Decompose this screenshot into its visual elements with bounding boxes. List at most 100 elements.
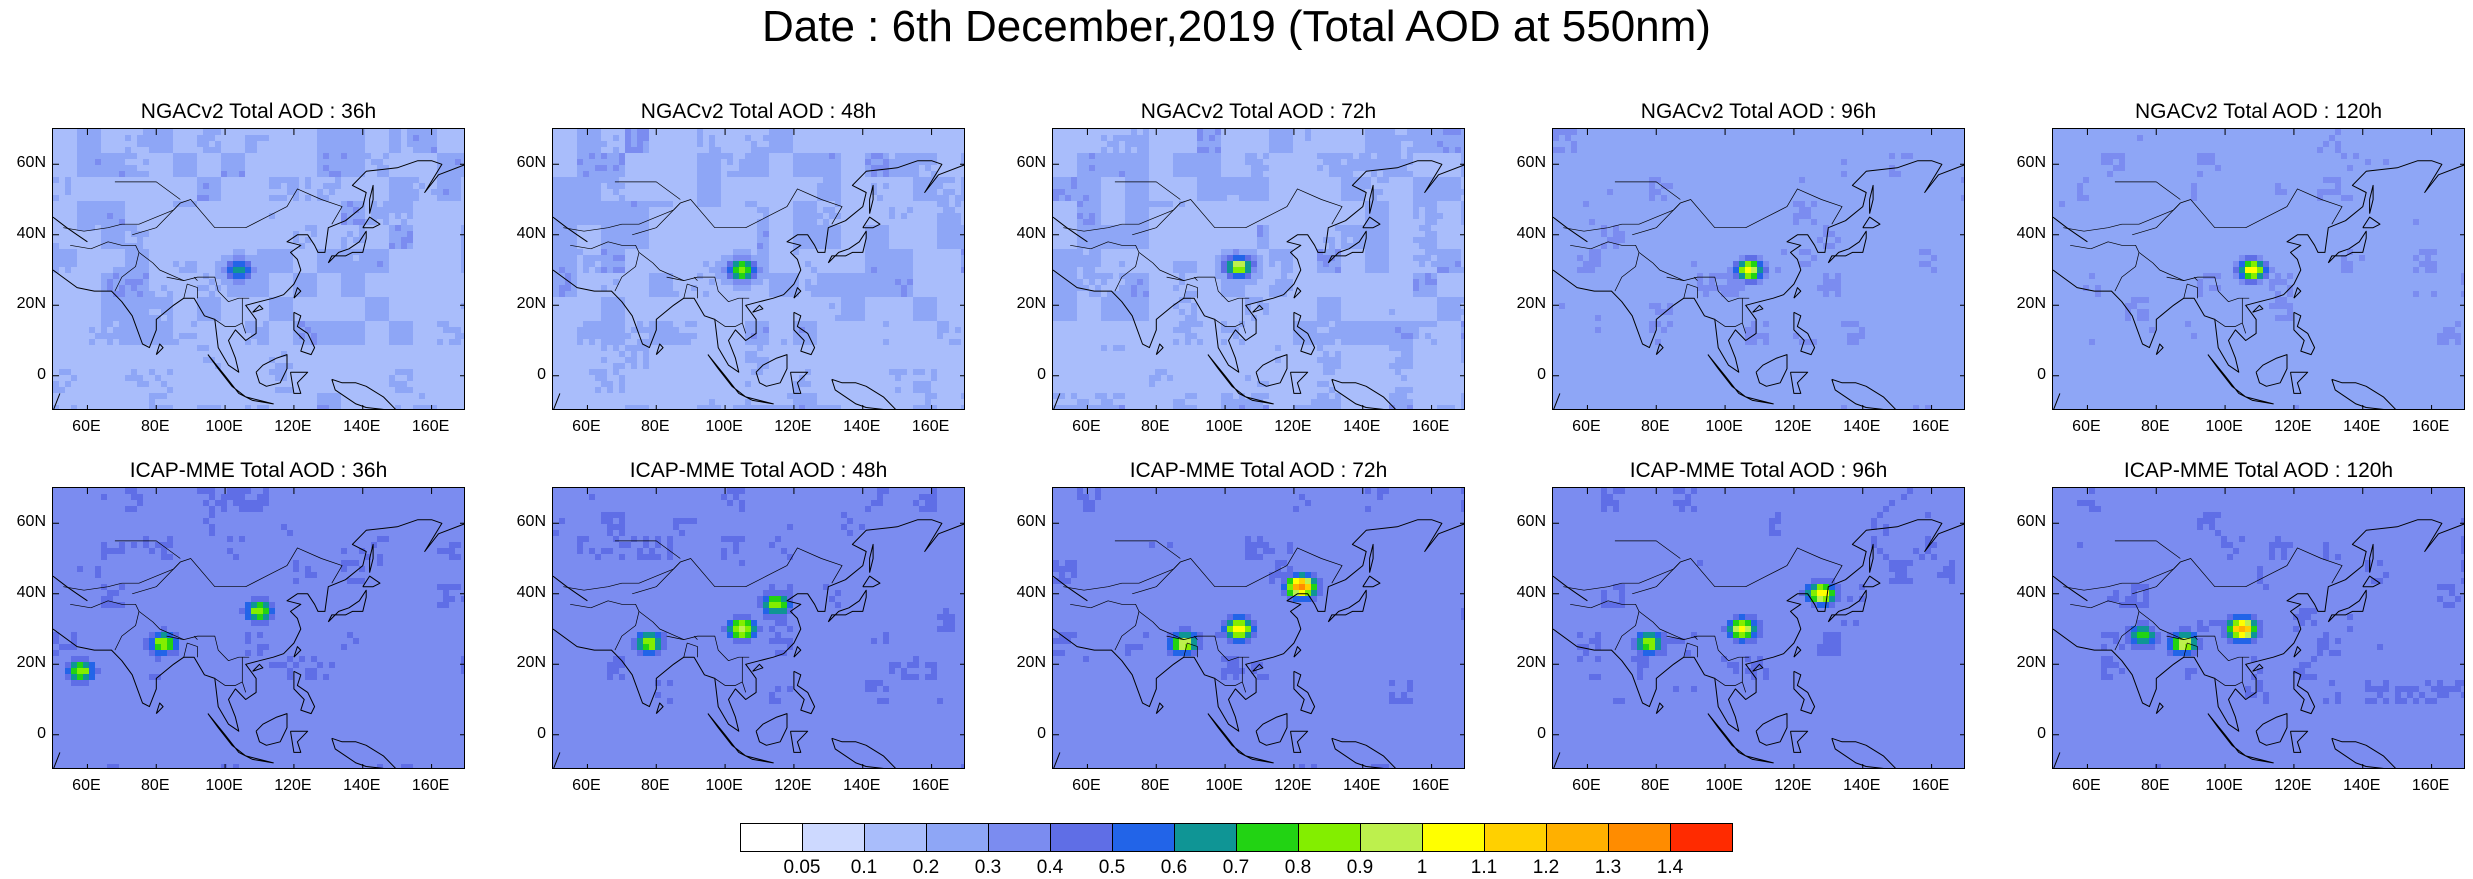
aod-cell: [251, 249, 257, 255]
aod-cell: [455, 261, 461, 267]
aod-cell: [437, 357, 443, 363]
aod-cell: [365, 159, 371, 165]
aod-cell: [455, 297, 461, 303]
aod-cell: [65, 141, 71, 147]
aod-cell: [197, 129, 203, 135]
aod-cell: [269, 195, 275, 201]
aod-cell: [455, 255, 461, 261]
aod-cell: [365, 249, 371, 255]
aod-cell: [841, 159, 847, 165]
aod-cell: [53, 183, 59, 189]
aod-cell: [119, 255, 125, 261]
aod-cell: [227, 195, 233, 201]
aod-cell: [371, 309, 377, 315]
aod-cell: [655, 183, 661, 189]
aod-cell: [949, 267, 955, 273]
aod-cell: [173, 159, 179, 165]
aod-cell: [263, 387, 269, 393]
aod-cell: [697, 189, 703, 195]
aod-cell: [299, 135, 305, 141]
aod-cell: [293, 237, 299, 243]
aod-cell: [161, 189, 167, 195]
aod-cell: [59, 261, 65, 267]
aod-cell: [437, 153, 443, 159]
aod-cell: [449, 399, 455, 405]
aod-cell: [329, 147, 335, 153]
aod-cell: [191, 165, 197, 171]
aod-cell: [389, 171, 395, 177]
aod-cell: [275, 351, 281, 357]
aod-cell: [53, 243, 59, 249]
aod-cell: [131, 195, 137, 201]
aod-cell: [323, 177, 329, 183]
aod-cell: [95, 315, 101, 321]
aod-cell: [173, 165, 179, 171]
aod-cell: [871, 171, 877, 177]
aod-cell: [431, 225, 437, 231]
aod-cell: [197, 369, 203, 375]
aod-cell: [613, 141, 619, 147]
aod-cell: [125, 345, 131, 351]
figure-title: Date : 6th December,2019 (Total AOD at 5…: [0, 2, 2473, 52]
aod-cell: [437, 285, 443, 291]
aod-cell: [275, 159, 281, 165]
aod-cell: [661, 273, 667, 279]
aod-cell: [461, 249, 465, 255]
aod-cell: [245, 357, 251, 363]
aod-cell: [95, 171, 101, 177]
aod-cell: [757, 195, 763, 201]
aod-cell: [401, 357, 407, 363]
aod-cell: [269, 333, 275, 339]
aod-cell: [179, 315, 185, 321]
aod-cell: [407, 255, 413, 261]
aod-cell: [859, 135, 865, 141]
aod-cell: [745, 237, 751, 243]
aod-cell: [949, 129, 955, 135]
aod-cell: [443, 303, 449, 309]
aod-cell: [365, 393, 371, 399]
aod-cell: [167, 321, 173, 327]
aod-cell: [565, 147, 571, 153]
aod-cell: [59, 147, 65, 153]
aod-cell: [245, 189, 251, 195]
aod-cell: [287, 225, 293, 231]
aod-cell: [661, 231, 667, 237]
aod-cell: [101, 159, 107, 165]
aod-cell: [841, 129, 847, 135]
aod-cell: [227, 393, 233, 399]
aod-cell: [185, 237, 191, 243]
aod-cell: [77, 231, 83, 237]
aod-cell: [329, 213, 335, 219]
aod-cell: [413, 357, 419, 363]
aod-cell: [751, 225, 757, 231]
aod-cell: [419, 291, 425, 297]
aod-cell: [269, 279, 275, 285]
aod-cell: [341, 207, 347, 213]
aod-cell: [149, 363, 155, 369]
aod-cell: [275, 369, 281, 375]
aod-cell: [239, 345, 245, 351]
aod-cell: [71, 309, 77, 315]
aod-cell: [191, 171, 197, 177]
aod-cell: [673, 159, 679, 165]
aod-cell: [173, 405, 179, 410]
aod-cell: [655, 237, 661, 243]
aod-cell: [925, 141, 931, 147]
aod-cell: [649, 147, 655, 153]
aod-cell: [95, 279, 101, 285]
aod-cell: [65, 369, 71, 375]
aod-cell: [275, 273, 281, 279]
aod-cell: [769, 267, 775, 273]
aod-cell: [691, 189, 697, 195]
aod-cell: [895, 231, 901, 237]
aod-cell: [335, 399, 341, 405]
aod-cell: [95, 261, 101, 267]
aod-cell: [919, 195, 925, 201]
aod-cell: [197, 273, 203, 279]
aod-cell: [583, 267, 589, 273]
aod-cell: [431, 363, 437, 369]
aod-cell: [155, 375, 161, 381]
aod-cell: [449, 387, 455, 393]
aod-cell: [637, 243, 643, 249]
aod-cell: [263, 249, 269, 255]
